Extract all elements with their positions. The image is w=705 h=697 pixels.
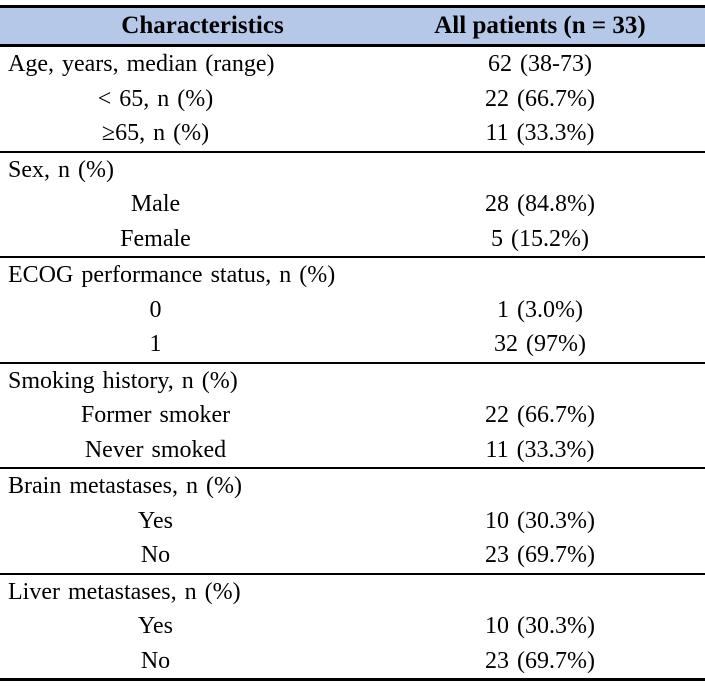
row-label: 1	[149, 331, 162, 358]
row-label: Sex, n (%)	[8, 156, 114, 183]
row-label: No	[140, 647, 171, 674]
table-row: < 65, n (%) 22 (66.7%)	[0, 82, 705, 117]
row-value: 11 (33.3%)	[485, 120, 595, 147]
table-row: Age, years, median (range) 62 (38-73)	[0, 47, 705, 82]
table-row: Sex, n (%)	[0, 153, 705, 188]
row-label: Liver metastases, n (%)	[8, 578, 241, 605]
table-row: Smoking history, n (%)	[0, 364, 705, 399]
table-row: No 23 (69.7%)	[0, 644, 705, 679]
row-label: Age, years, median (range)	[8, 51, 275, 78]
row-label: Yes	[138, 507, 173, 534]
row-label: ≥65, n (%)	[101, 120, 210, 147]
row-label: Brain metastases, n (%)	[8, 473, 242, 500]
row-value: 10 (30.3%)	[485, 613, 595, 640]
row-label: Male	[130, 191, 181, 218]
table-row: Brain metastases, n (%)	[0, 469, 705, 504]
row-label: Former smoker	[80, 402, 231, 429]
table-row: ≥65, n (%) 11 (33.3%)	[0, 116, 705, 151]
section-smoking: Smoking history, n (%) Former smoker 22 …	[0, 364, 705, 469]
table-row: 0 1 (3.0%)	[0, 293, 705, 328]
table-row: Former smoker 22 (66.7%)	[0, 398, 705, 433]
row-value: 22 (66.7%)	[485, 402, 595, 429]
section-ecog: ECOG performance status, n (%) 0 1 (3.0%…	[0, 258, 705, 364]
row-value: 23 (69.7%)	[485, 647, 595, 674]
patient-characteristics-table: Characteristics All patients (n = 33) Ag…	[0, 5, 705, 681]
row-label: Female	[120, 225, 191, 252]
table-row: Female 5 (15.2%)	[0, 222, 705, 257]
table-header-row: Characteristics All patients (n = 33)	[0, 5, 705, 47]
row-value: 11 (33.3%)	[485, 436, 595, 463]
row-label: 0	[149, 296, 162, 323]
row-label: < 65, n (%)	[97, 85, 214, 112]
column-header-all-patients: All patients (n = 33)	[434, 12, 646, 39]
table-row: 1 32 (97%)	[0, 327, 705, 362]
section-age: Age, years, median (range) 62 (38-73) < …	[0, 47, 705, 153]
row-value: 1 (3.0%)	[497, 296, 583, 323]
table-row: No 23 (69.7%)	[0, 538, 705, 573]
row-value: 22 (66.7%)	[485, 85, 595, 112]
table-row: Yes 10 (30.3%)	[0, 609, 705, 644]
row-value: 28 (84.8%)	[485, 191, 595, 218]
row-label: ECOG performance status, n (%)	[8, 262, 336, 289]
row-label: No	[140, 542, 171, 569]
table-row: Liver metastases, n (%)	[0, 575, 705, 610]
row-label: Smoking history, n (%)	[8, 367, 238, 394]
row-value: 62 (38-73)	[488, 51, 592, 78]
table-row: Male 28 (84.8%)	[0, 187, 705, 222]
column-header-characteristics: Characteristics	[121, 12, 284, 39]
row-value: 32 (97%)	[494, 331, 586, 358]
table-row: Never smoked 11 (33.3%)	[0, 433, 705, 468]
row-label: Never smoked	[84, 436, 227, 463]
table-row: Yes 10 (30.3%)	[0, 504, 705, 539]
row-value: 10 (30.3%)	[485, 507, 595, 534]
row-value: 5 (15.2%)	[491, 225, 589, 252]
section-brain-metastases: Brain metastases, n (%) Yes 10 (30.3%) N…	[0, 469, 705, 575]
row-value: 23 (69.7%)	[485, 542, 595, 569]
row-label: Yes	[138, 613, 173, 640]
section-sex: Sex, n (%) Male 28 (84.8%) Female 5 (15.…	[0, 153, 705, 258]
section-liver-metastases: Liver metastases, n (%) Yes 10 (30.3%) N…	[0, 575, 705, 681]
table-row: ECOG performance status, n (%)	[0, 258, 705, 293]
